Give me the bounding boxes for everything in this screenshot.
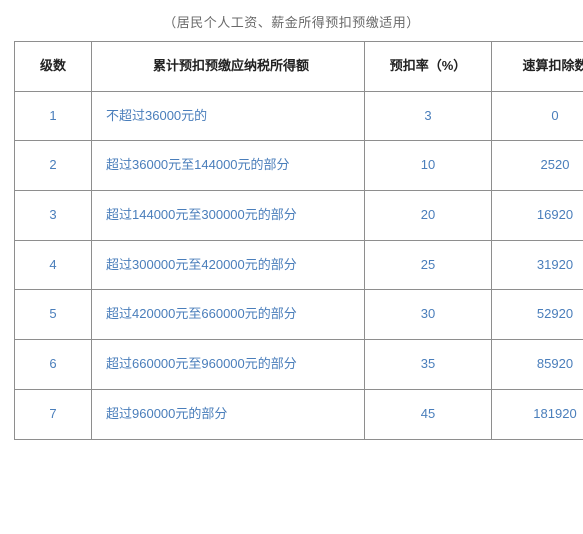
cell-rate: 3 [365, 91, 492, 141]
cell-level: 2 [15, 141, 92, 191]
cell-level: 6 [15, 340, 92, 390]
cell-rate: 20 [365, 191, 492, 241]
cell-deduct: 181920 [492, 389, 583, 439]
table-body: 1不超过36000元的302超过36000元至144000元的部分1025203… [15, 91, 583, 439]
cell-rate: 25 [365, 240, 492, 290]
cell-income: 超过144000元至300000元的部分 [92, 191, 365, 241]
cell-income: 超过960000元的部分 [92, 389, 365, 439]
table-caption: （居民个人工资、薪金所得预扣预缴适用） [14, 12, 569, 31]
tax-rate-table: 级数 累计预扣预缴应纳税所得额 预扣率（%） 速算扣除数 1不超过36000元的… [14, 41, 583, 440]
table-header-row: 级数 累计预扣预缴应纳税所得额 预扣率（%） 速算扣除数 [15, 42, 583, 92]
table-row: 2超过36000元至144000元的部分102520 [15, 141, 583, 191]
cell-deduct: 85920 [492, 340, 583, 390]
table-row: 1不超过36000元的30 [15, 91, 583, 141]
col-header-rate: 预扣率（%） [365, 42, 492, 92]
cell-deduct: 52920 [492, 290, 583, 340]
cell-income: 超过300000元至420000元的部分 [92, 240, 365, 290]
table-row: 4超过300000元至420000元的部分2531920 [15, 240, 583, 290]
cell-level: 5 [15, 290, 92, 340]
table-row: 5超过420000元至660000元的部分3052920 [15, 290, 583, 340]
cell-rate: 45 [365, 389, 492, 439]
cell-level: 3 [15, 191, 92, 241]
cell-level: 7 [15, 389, 92, 439]
col-header-level: 级数 [15, 42, 92, 92]
cell-income: 超过660000元至960000元的部分 [92, 340, 365, 390]
col-header-income: 累计预扣预缴应纳税所得额 [92, 42, 365, 92]
cell-deduct: 2520 [492, 141, 583, 191]
col-header-deduct: 速算扣除数 [492, 42, 583, 92]
cell-rate: 30 [365, 290, 492, 340]
cell-income: 不超过36000元的 [92, 91, 365, 141]
cell-deduct: 31920 [492, 240, 583, 290]
cell-level: 4 [15, 240, 92, 290]
cell-rate: 35 [365, 340, 492, 390]
cell-level: 1 [15, 91, 92, 141]
cell-income: 超过420000元至660000元的部分 [92, 290, 365, 340]
table-row: 3超过144000元至300000元的部分2016920 [15, 191, 583, 241]
table-row: 6超过660000元至960000元的部分3585920 [15, 340, 583, 390]
cell-income: 超过36000元至144000元的部分 [92, 141, 365, 191]
table-row: 7超过960000元的部分45181920 [15, 389, 583, 439]
cell-rate: 10 [365, 141, 492, 191]
cell-deduct: 0 [492, 91, 583, 141]
cell-deduct: 16920 [492, 191, 583, 241]
